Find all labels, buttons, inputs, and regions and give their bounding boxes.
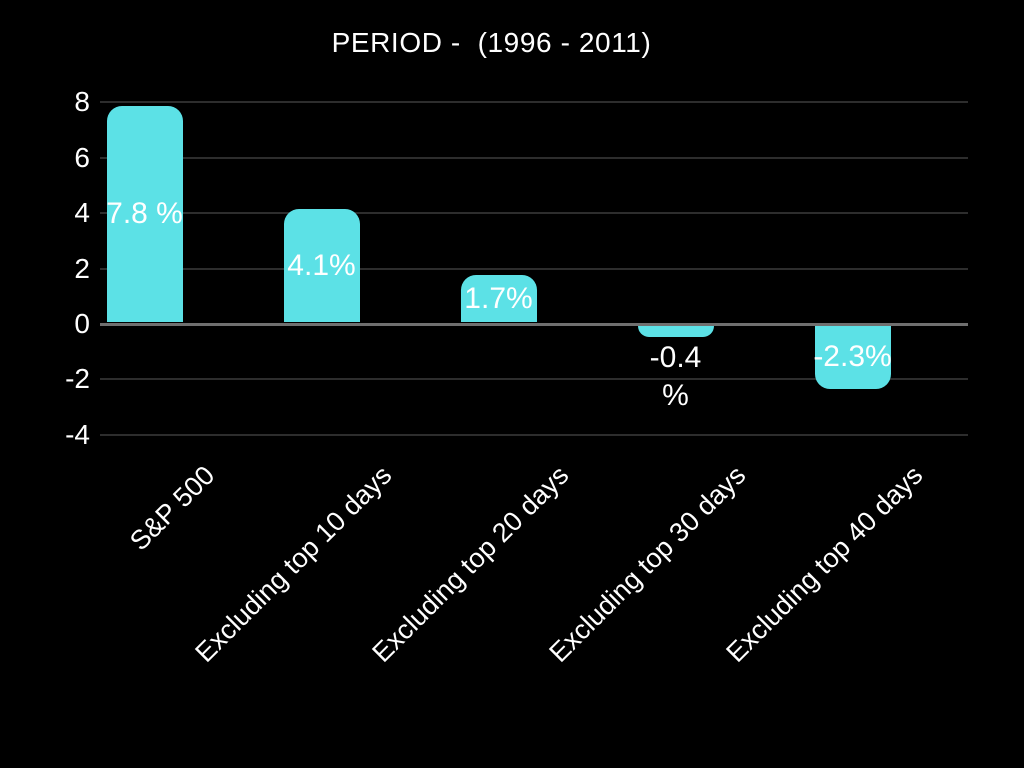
bar	[460, 275, 537, 323]
y-tick-label: 6	[74, 141, 90, 173]
y-tick-label: 0	[74, 308, 90, 339]
bar	[283, 208, 360, 323]
bar-value-label: 7.8 %	[106, 197, 183, 231]
bar-value-label: 1.7%	[464, 281, 533, 315]
bar	[814, 325, 891, 390]
gridline	[100, 101, 968, 104]
y-tick-label: -2	[65, 363, 90, 395]
chart-title: PERIOD - (1996 - 2011)	[331, 27, 652, 58]
zero-gridline	[100, 322, 968, 326]
gridline	[100, 156, 968, 159]
gridline	[100, 267, 968, 270]
gridline	[100, 212, 968, 215]
bar-value-label: 4.1%	[287, 248, 356, 282]
x-category-label: Excluding top 30 days	[543, 460, 752, 669]
bar	[106, 106, 183, 323]
y-tick-label: -4	[65, 418, 90, 450]
y-tick-label: 2	[74, 252, 90, 284]
x-category-label: Excluding top 20 days	[366, 460, 575, 669]
x-category-label: S&P 500	[124, 460, 221, 557]
bar	[637, 325, 714, 337]
bar-value-label: -2.3%	[813, 340, 892, 374]
gridline	[100, 378, 968, 381]
gridline	[100, 433, 968, 436]
bar-value-label: -0.4 %	[649, 340, 702, 412]
y-tick-label: 4	[74, 197, 90, 229]
x-category-label: Excluding top 10 days	[189, 460, 398, 669]
y-tick-label: 8	[74, 86, 90, 118]
x-category-label: Excluding top 40 days	[720, 460, 929, 669]
